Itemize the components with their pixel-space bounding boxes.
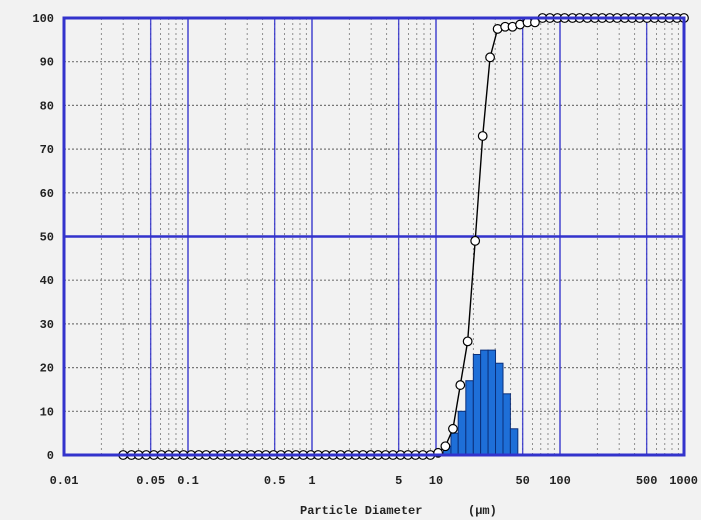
plot-border <box>62 16 686 457</box>
distribution-bar <box>487 349 497 456</box>
x-tick-labels: 0.01 0.05 0.1 0.5 1 5 10 50 100 500 1000 <box>50 474 698 488</box>
distribution-bar <box>502 393 511 456</box>
x-axis-label: Particle Diameter <box>300 504 422 518</box>
y-tick-label: 30 <box>40 318 54 332</box>
x-tick-label: 1000 <box>669 474 698 488</box>
x-tick-label: 500 <box>636 474 658 488</box>
cumulative-point <box>440 441 451 452</box>
cumulative-point <box>485 52 495 63</box>
distribution-bar <box>472 353 482 456</box>
cumulative-point <box>448 423 458 434</box>
distribution-bar <box>450 432 459 456</box>
distribution-bar <box>495 362 504 456</box>
distribution-bar <box>480 349 489 456</box>
y-tick-label: 40 <box>40 274 54 288</box>
distribution-bar <box>465 380 474 456</box>
y-tick-labels: 0 10 20 30 40 50 60 70 80 90 100 <box>32 12 54 463</box>
x-tick-label: 0.5 <box>264 474 286 488</box>
x-tick-label: 50 <box>515 474 529 488</box>
x-tick-label: 5 <box>395 474 402 488</box>
y-tick-label: 20 <box>40 362 54 376</box>
cumulative-point <box>470 235 481 246</box>
y-tick-label: 100 <box>32 12 54 26</box>
cumulative-point <box>462 336 473 347</box>
cumulative-point <box>477 131 488 141</box>
y-tick-label: 60 <box>40 187 54 201</box>
x-tick-label: 1 <box>308 474 315 488</box>
plot-frame <box>62 16 686 457</box>
bars-layer <box>443 349 519 456</box>
x-tick-label: 0.01 <box>50 474 79 488</box>
distribution-bar <box>457 410 467 456</box>
y-tick-label: 10 <box>40 405 54 419</box>
x-tick-label: 0.1 <box>177 474 199 488</box>
y-tick-label: 70 <box>40 143 54 157</box>
y-tick-label: 90 <box>40 56 54 70</box>
cumulative-point <box>455 380 466 390</box>
x-axis-unit: (μm) <box>468 504 497 518</box>
x-tick-label: 10 <box>429 474 443 488</box>
distribution-bar <box>509 428 519 456</box>
y-tick-label: 50 <box>40 231 54 245</box>
major-gridlines <box>63 18 685 455</box>
y-tick-label: 0 <box>47 449 54 463</box>
y-tick-label: 80 <box>40 99 54 113</box>
x-tick-label: 0.05 <box>136 474 165 488</box>
x-tick-label: 100 <box>549 474 571 488</box>
